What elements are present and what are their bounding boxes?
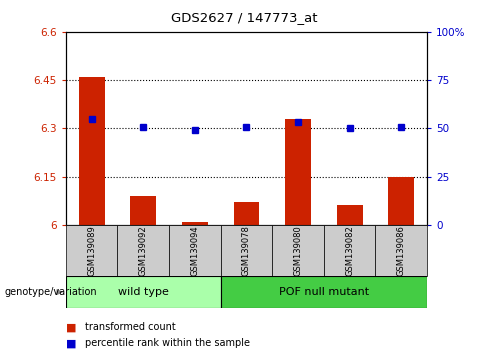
Bar xyxy=(272,225,324,276)
Text: percentile rank within the sample: percentile rank within the sample xyxy=(85,338,250,348)
Bar xyxy=(118,225,169,276)
Text: GSM139078: GSM139078 xyxy=(242,225,251,276)
Bar xyxy=(324,225,375,276)
Bar xyxy=(169,225,221,276)
Text: genotype/variation: genotype/variation xyxy=(5,287,98,297)
Bar xyxy=(337,206,363,225)
Text: GSM139086: GSM139086 xyxy=(397,225,406,276)
Bar xyxy=(285,119,311,225)
Text: GSM139092: GSM139092 xyxy=(139,225,148,276)
Text: ■: ■ xyxy=(66,322,77,332)
Text: transformed count: transformed count xyxy=(85,322,176,332)
Bar xyxy=(130,196,156,225)
Bar xyxy=(66,276,221,308)
Bar xyxy=(221,225,272,276)
Text: wild type: wild type xyxy=(118,287,169,297)
Bar xyxy=(388,177,414,225)
Text: GSM139094: GSM139094 xyxy=(190,225,200,276)
Text: POF null mutant: POF null mutant xyxy=(279,287,369,297)
Text: GSM139080: GSM139080 xyxy=(293,225,303,276)
Text: GDS2627 / 147773_at: GDS2627 / 147773_at xyxy=(171,11,317,24)
Bar xyxy=(79,77,104,225)
Bar xyxy=(66,225,118,276)
Text: GSM139082: GSM139082 xyxy=(345,225,354,276)
Bar xyxy=(221,276,427,308)
Bar xyxy=(182,222,208,225)
Bar xyxy=(375,225,427,276)
Text: GSM139089: GSM139089 xyxy=(87,225,96,276)
Bar xyxy=(234,202,259,225)
Text: ■: ■ xyxy=(66,338,77,348)
